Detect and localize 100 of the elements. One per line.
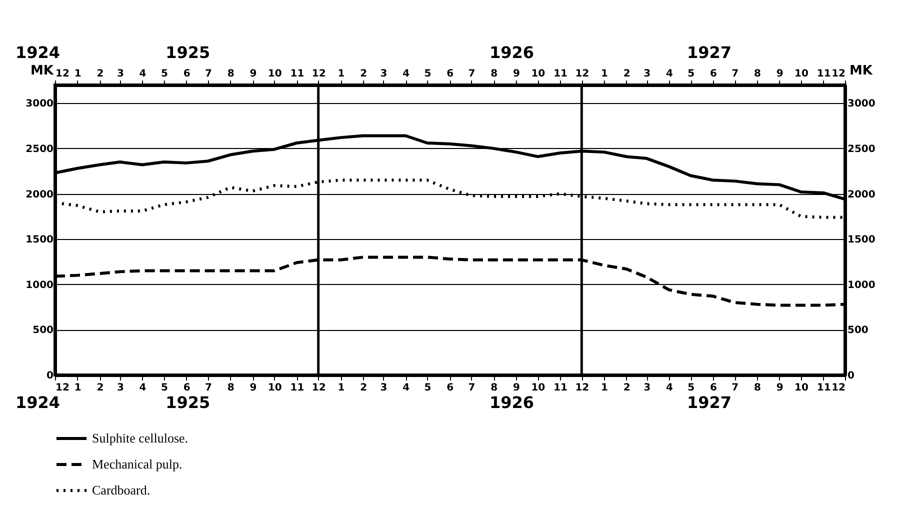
x-tick-label: 3 — [380, 68, 388, 80]
x-tick-label: 12 — [575, 68, 590, 80]
x-tick-label: 9 — [776, 68, 784, 80]
x2-tick-label: 6 — [446, 382, 454, 394]
y-tick-label: 0 — [46, 370, 54, 382]
x2-tick-label: 9 — [250, 382, 257, 394]
x-tick-label: 10 — [794, 68, 808, 80]
legend-label: Mechanical pulp. — [92, 456, 182, 472]
y2-tick-label: 2500 — [848, 144, 876, 155]
x2-tick-label: 9 — [776, 382, 784, 394]
x-tick-label: 6 — [183, 68, 190, 80]
x-tick-label: 7 — [204, 68, 212, 80]
x2-tick-label: 1 — [601, 382, 608, 394]
x2-tick-label: 7 — [468, 382, 476, 394]
x2-tick-label: 11 — [554, 382, 568, 394]
x2-tick-label: 5 — [688, 382, 695, 394]
x-tick-label: 11 — [816, 68, 831, 80]
x2-tick-label: 10 — [794, 382, 808, 394]
y2-tick-label: 500 — [848, 325, 868, 336]
text: 1925 — [166, 43, 210, 62]
y2-axis-title: MK — [850, 64, 874, 78]
x2-tick-label: 4 — [139, 382, 146, 394]
x-tick-label: 7 — [732, 68, 739, 80]
y-axis-title: MK — [30, 64, 54, 78]
x2-tick-label: 6 — [710, 382, 717, 394]
x-tick-label: 12 — [56, 68, 70, 80]
y-tick-label: 2500 — [26, 144, 54, 155]
x2-tick-label: 1 — [338, 382, 345, 394]
x-tick-label: 4 — [402, 68, 410, 80]
x2-tick-label: 12 — [832, 382, 846, 394]
x-tick-label: 6 — [446, 68, 454, 80]
x-tick-label: 2 — [96, 68, 104, 80]
x-tick-label: 9 — [513, 68, 520, 80]
x2-tick-label: 5 — [160, 382, 168, 394]
y-tick-label: 500 — [32, 325, 54, 336]
x2-tick-label: 2 — [623, 382, 630, 394]
x2-tick-label: 5 — [424, 382, 432, 394]
x-tick-label: 9 — [250, 68, 257, 80]
x2-tick-label: 11 — [816, 382, 831, 394]
x-tick-label: 8 — [490, 68, 498, 80]
text: 1924 — [16, 43, 60, 62]
x2-tick-label: 2 — [360, 382, 368, 394]
x2-tick-label: 9 — [513, 382, 520, 394]
x-tick-label: 2 — [623, 68, 630, 80]
x-tick-label: 3 — [116, 68, 124, 80]
x2-tick-label: 10 — [531, 382, 546, 394]
x2-tick-label: 3 — [644, 382, 651, 394]
y2-tick-label: 3000 — [848, 98, 876, 110]
x2-tick-label: 2 — [96, 382, 104, 394]
x2-tick-label: 8 — [754, 382, 761, 394]
x-tick-label: 4 — [139, 68, 146, 80]
x-tick-label: 5 — [688, 68, 695, 80]
x-tick-label: 6 — [710, 68, 717, 80]
y2-tick-label: 1500 — [848, 234, 876, 246]
x2-tick-label: 4 — [666, 382, 673, 394]
x2-tick-label: 3 — [380, 382, 388, 394]
x2-tick-label: 7 — [204, 382, 212, 394]
text: 1926 — [490, 393, 534, 412]
y-tick-label: 1500 — [26, 234, 54, 246]
y2-tick-label: 0 — [848, 370, 854, 382]
x2-tick-label: 3 — [116, 382, 124, 394]
x-tick-label: 2 — [360, 68, 368, 80]
x2-tick-label: 10 — [268, 382, 282, 394]
x-tick-label: 4 — [666, 68, 673, 80]
y-tick-label: 3000 — [26, 98, 54, 110]
x2-tick-label: 4 — [402, 382, 410, 394]
x-tick-label: 3 — [644, 68, 651, 80]
text: 1927 — [687, 43, 732, 62]
x2-tick-label: 1 — [74, 382, 82, 394]
x2-tick-label: 7 — [732, 382, 739, 394]
legend-label: Cardboard. — [92, 482, 150, 498]
x2-tick-label: 12 — [575, 382, 590, 394]
text: 1924 — [16, 393, 60, 412]
text: 1926 — [490, 43, 534, 62]
x-tick-label: 8 — [754, 68, 761, 80]
x-tick-label: 12 — [312, 68, 326, 80]
y-tick-label: 1000 — [26, 280, 54, 291]
x-tick-label: 1 — [338, 68, 345, 80]
y-tick-label: 2000 — [26, 189, 54, 200]
text: 1927 — [687, 393, 732, 412]
x-tick-label: 1 — [74, 68, 82, 80]
x2-tick-label: 11 — [290, 382, 304, 394]
y2-tick-label: 1000 — [848, 280, 876, 291]
x-tick-label: 10 — [531, 68, 546, 80]
x-tick-label: 8 — [227, 68, 234, 80]
x2-tick-label: 12 — [312, 382, 326, 394]
x-tick-label: 7 — [468, 68, 476, 80]
legend-label: Sulphite cellulose. — [92, 430, 188, 446]
x-tick-label: 12 — [832, 68, 846, 80]
text: 1925 — [166, 393, 210, 412]
x-tick-label: 10 — [268, 68, 282, 80]
x-tick-label: 5 — [424, 68, 432, 80]
x-tick-label: 11 — [290, 68, 304, 80]
x2-tick-label: 12 — [56, 382, 70, 394]
x-tick-label: 5 — [160, 68, 168, 80]
x2-tick-label: 6 — [183, 382, 190, 394]
x-tick-label: 1 — [601, 68, 608, 80]
x2-tick-label: 8 — [490, 382, 498, 394]
x2-tick-label: 8 — [227, 382, 234, 394]
x-tick-label: 11 — [554, 68, 568, 80]
